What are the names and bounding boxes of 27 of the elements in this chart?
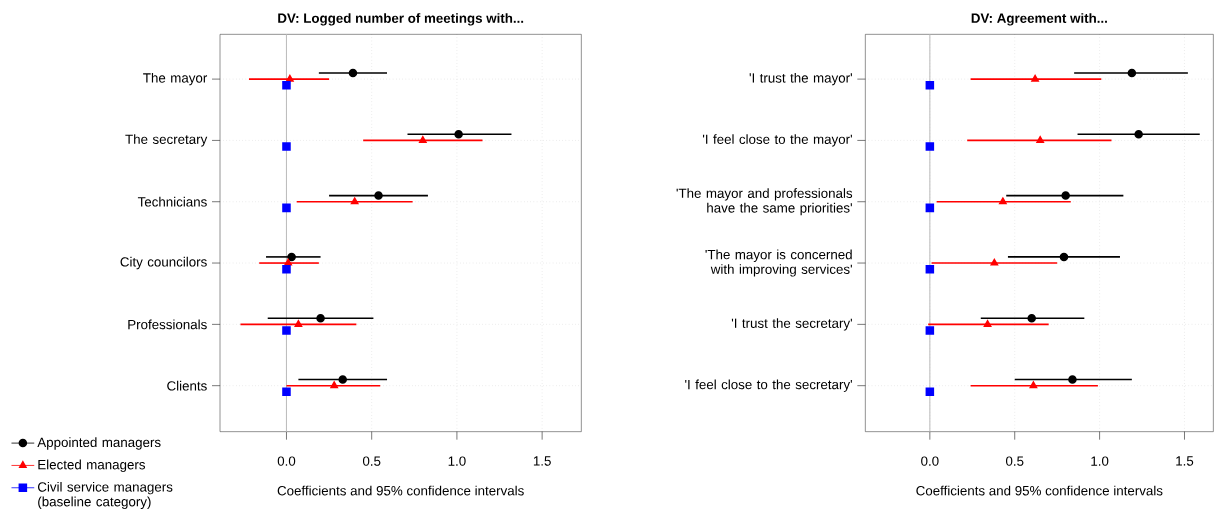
- x-tick-label: 0.5: [1005, 456, 1024, 466]
- y-tick-label: 'I feel close to the secretary': [685, 379, 852, 392]
- y-tick-label: City councilors: [120, 256, 207, 270]
- chart-title: DV: Agreement with...: [971, 13, 1107, 26]
- x-axis-title: Coefficients and 95% confidence intervals: [916, 485, 1163, 496]
- legend-label: Appointed managers: [37, 437, 161, 450]
- x-tick-label: 0.5: [362, 456, 381, 466]
- x-tick-label: 1.5: [533, 456, 551, 466]
- y-tick-label: 'I trust the mayor': [749, 72, 852, 86]
- x-axis-title: Coefficients and 95% confidence intervals: [277, 485, 524, 496]
- y-tick-label: Technicians: [137, 196, 207, 207]
- y-tick-label: 'I trust the secretary': [731, 318, 852, 331]
- y-tick-label: Professionals: [128, 319, 207, 330]
- x-tick-label: 0.0: [921, 456, 939, 466]
- x-tick-label: 1.5: [1176, 456, 1194, 466]
- legend-label: Elected managers: [38, 459, 146, 473]
- y-tick-label: Clients: [167, 380, 207, 391]
- y-tick-label: 'I feel close to the mayor': [702, 134, 852, 147]
- x-tick-label: 1.0: [448, 456, 466, 466]
- y-tick-label: 'The mayor and professionals have the same priorities': [676, 188, 853, 216]
- x-tick-label: 1.0: [1091, 456, 1109, 466]
- y-tick-label: 'The mayor is concerned with improving services': [705, 249, 852, 277]
- chart-title: DV: Logged number of meetings with...: [278, 13, 524, 26]
- y-tick-label: The mayor: [143, 72, 208, 86]
- x-tick-label: 0.0: [277, 456, 296, 466]
- legend-label: Civil service managers (baseline category): [37, 481, 173, 510]
- y-tick-label: The secretary: [125, 134, 208, 147]
